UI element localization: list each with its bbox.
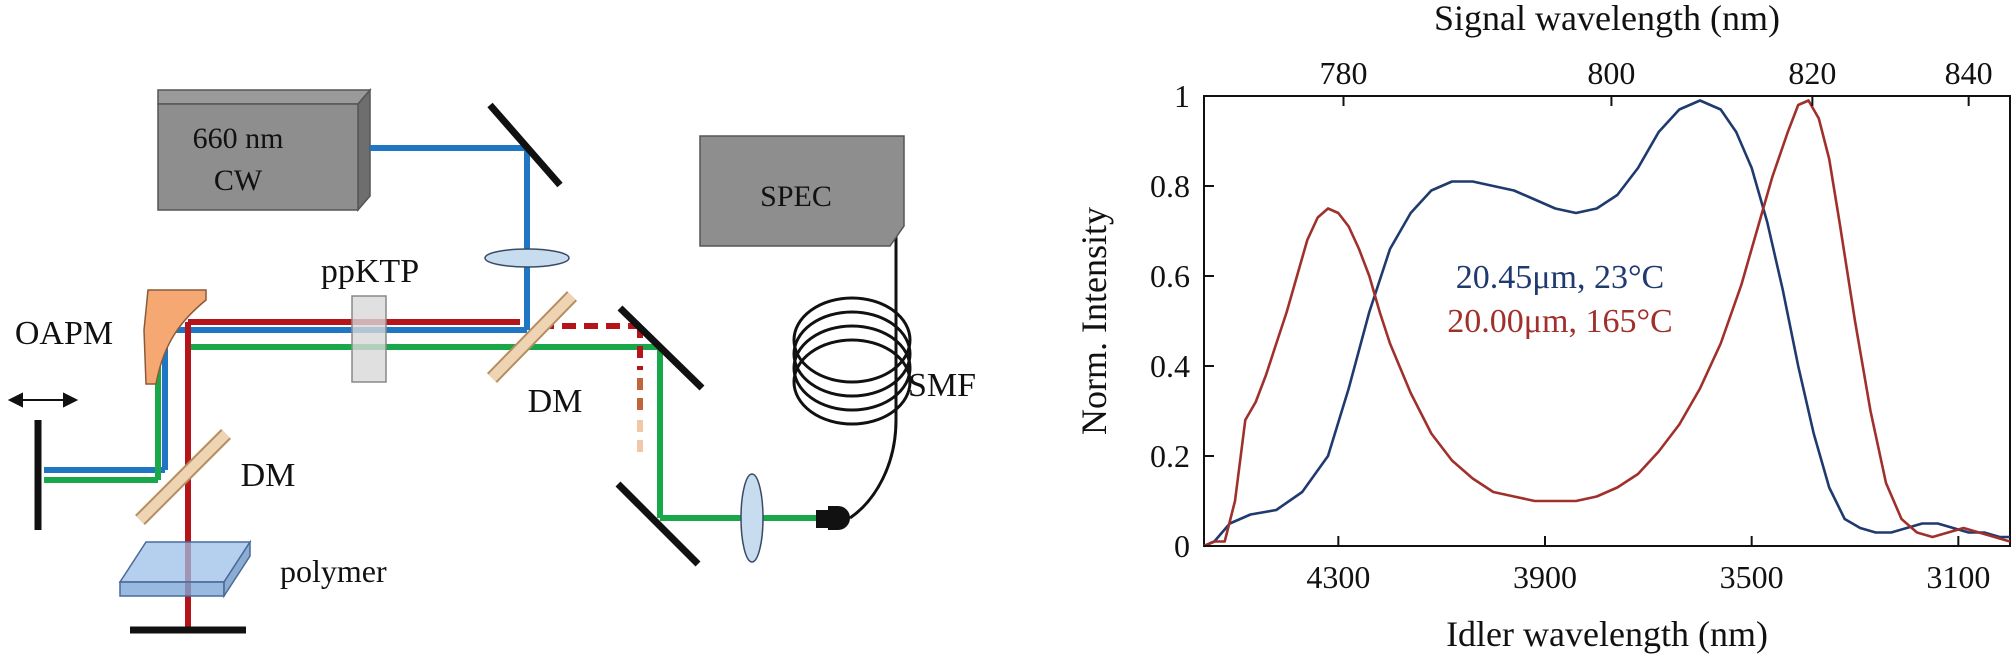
x-tick-label: 3900 bbox=[1513, 559, 1577, 595]
ppktp-crystal bbox=[352, 296, 386, 382]
spectrum-chart: 4300 3900 3500 3100 0 0.2 0.4 0.6 0.8 1 780 800 820 8… bbox=[1074, 0, 2010, 654]
x-tick-label: 3100 bbox=[1926, 559, 1990, 595]
x2-tick-label: 800 bbox=[1587, 55, 1635, 91]
legend-layer: 20.45μm, 23°C 20.00μm, 165°C bbox=[1447, 259, 1672, 340]
single-mode-fiber bbox=[794, 228, 910, 518]
y-tick-label: 0.4 bbox=[1150, 348, 1190, 384]
fiber-label: SMF bbox=[908, 367, 976, 404]
x2-tick-label: 780 bbox=[1320, 55, 1368, 91]
legend-entry-2: 20.00μm, 165°C bbox=[1447, 303, 1672, 340]
cw-laser: 660 nm CW bbox=[158, 90, 370, 210]
polymer-label: polymer bbox=[280, 553, 387, 589]
y-tick-label: 0.6 bbox=[1150, 258, 1190, 294]
laser-label-line2: CW bbox=[214, 164, 263, 197]
y-tick-label: 0 bbox=[1174, 528, 1190, 564]
dichroic-mirror-upper-face bbox=[492, 296, 572, 378]
polymer-sample bbox=[120, 542, 250, 596]
x-axis-label: Idler wavelength (nm) bbox=[1446, 614, 1768, 654]
x-tick-label: 4300 bbox=[1306, 559, 1370, 595]
dm-upper-label: DM bbox=[528, 383, 583, 420]
translation-arrow-icon bbox=[10, 394, 76, 406]
x2-tick-label: 820 bbox=[1788, 55, 1836, 91]
oapm-label: OAPM bbox=[15, 315, 113, 352]
spectrometer: SPEC bbox=[700, 136, 904, 246]
spectrometer-label: SPEC bbox=[760, 180, 832, 213]
oapm-mirror bbox=[144, 290, 206, 384]
y-tick-label: 0.2 bbox=[1150, 438, 1190, 474]
fiber-coupler bbox=[816, 506, 850, 530]
x2-tick-label: 840 bbox=[1945, 55, 1993, 91]
x2-axis-label: Signal wavelength (nm) bbox=[1434, 0, 1780, 38]
y-tick-label: 1 bbox=[1174, 78, 1190, 114]
y-axis-label: Norm. Intensity bbox=[1074, 207, 1114, 435]
y-tick-label: 0.8 bbox=[1150, 168, 1190, 204]
fiber-coupling-lens bbox=[741, 474, 763, 562]
pump-lens bbox=[485, 249, 569, 267]
x-tick-label: 3500 bbox=[1720, 559, 1784, 595]
optical-setup-diagram: 660 nm CW bbox=[10, 90, 976, 630]
legend-entry-1: 20.45μm, 23°C bbox=[1456, 259, 1664, 296]
dm-lower-label: DM bbox=[241, 457, 296, 494]
crystal-label: ppKTP bbox=[321, 253, 419, 290]
laser-label-line1: 660 nm bbox=[193, 122, 284, 155]
